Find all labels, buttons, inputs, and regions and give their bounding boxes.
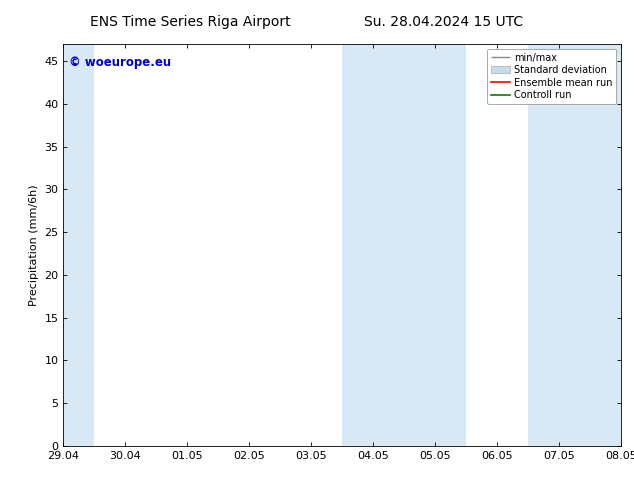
- Bar: [63, 44, 94, 446]
- Text: ENS Time Series Riga Airport: ENS Time Series Riga Airport: [90, 15, 290, 29]
- Bar: [528, 44, 621, 446]
- Y-axis label: Precipitation (mm/6h): Precipitation (mm/6h): [29, 184, 39, 306]
- Text: © woeurope.eu: © woeurope.eu: [69, 56, 171, 69]
- Text: Su. 28.04.2024 15 UTC: Su. 28.04.2024 15 UTC: [365, 15, 523, 29]
- Legend: min/max, Standard deviation, Ensemble mean run, Controll run: min/max, Standard deviation, Ensemble me…: [487, 49, 616, 104]
- Bar: [342, 44, 467, 446]
